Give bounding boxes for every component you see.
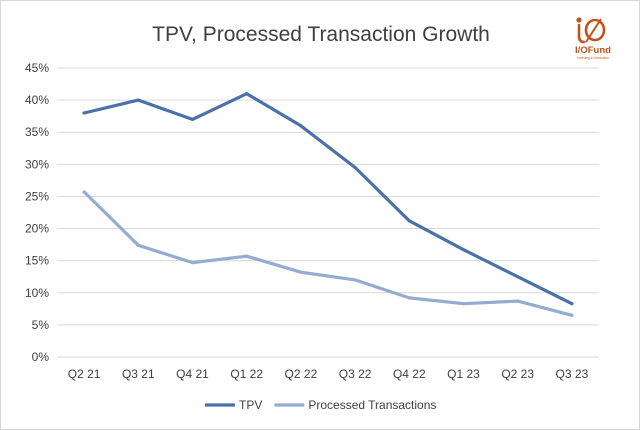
- data-point-processed-transactions: [570, 313, 574, 317]
- data-point-processed-transactions: [82, 190, 86, 194]
- data-point-processed-transactions: [245, 254, 249, 258]
- logo-wordmark: I/OFund: [575, 45, 611, 56]
- x-tick-label: Q2 21: [68, 367, 101, 381]
- y-axis-tick-labels: 0% 5% 10% 15% 20% 25% 30% 35% 40% 45%: [25, 61, 49, 364]
- y-tick-label: 30%: [25, 157, 49, 171]
- gridlines: [57, 67, 599, 358]
- legend: TPV Processed Transactions: [205, 398, 436, 412]
- chart-title: TPV, Processed Transaction Growth: [152, 23, 490, 46]
- logo-dot: [576, 17, 582, 23]
- data-point-tpv: [570, 302, 574, 306]
- data-point-tpv: [461, 248, 466, 252]
- logo-slash: [585, 18, 602, 43]
- logo-o-ring: [584, 18, 606, 42]
- y-tick-label: 45%: [25, 61, 49, 75]
- data-point-processed-transactions: [407, 296, 411, 300]
- series-line-tpv: [82, 92, 574, 306]
- data-point-tpv: [190, 117, 195, 121]
- y-tick-label: 25%: [25, 189, 49, 203]
- legend-label-tpv: TPV: [239, 398, 262, 412]
- y-tick-label: 35%: [25, 125, 49, 139]
- x-tick-label: Q3 22: [339, 367, 372, 381]
- x-tick-label: Q1 23: [447, 367, 480, 381]
- data-point-tpv: [245, 92, 249, 96]
- x-tick-label: Q2 22: [285, 367, 318, 381]
- data-point-processed-transactions: [461, 302, 466, 306]
- data-point-processed-transactions: [299, 270, 303, 274]
- y-tick-label: 10%: [25, 286, 49, 300]
- data-point-processed-transactions: [353, 278, 357, 282]
- y-tick-label: 5%: [32, 318, 50, 332]
- x-tick-label: Q4 22: [393, 367, 426, 381]
- data-point-processed-transactions: [516, 299, 520, 303]
- data-point-tpv: [136, 98, 140, 102]
- x-tick-label: Q4 21: [176, 367, 209, 381]
- y-tick-label: 20%: [25, 222, 49, 236]
- x-tick-label: Q1 22: [230, 367, 263, 381]
- data-point-tpv: [516, 275, 520, 279]
- x-axis-tick-labels: Q2 21 Q3 21 Q4 21 Q1 22 Q2 22 Q3 22 Q4 22 Q1 23…: [68, 367, 589, 381]
- y-tick-label: 40%: [25, 93, 49, 107]
- series-lines: [82, 92, 574, 317]
- legend-label-processed-transactions: Processed Transactions: [308, 398, 436, 412]
- x-tick-label: Q3 23: [556, 367, 589, 381]
- y-tick-label: 15%: [25, 254, 49, 268]
- series-line-processed-transactions: [82, 190, 574, 317]
- data-point-tpv: [407, 219, 411, 223]
- io-fund-logo: I/OFund Investing in Innovation: [575, 17, 611, 60]
- data-point-tpv: [353, 165, 357, 170]
- y-tick-label: 0%: [32, 350, 50, 364]
- data-point-tpv: [299, 124, 303, 128]
- data-point-processed-transactions: [136, 243, 140, 247]
- logo-tagline: Investing in Innovation: [577, 56, 609, 60]
- x-tick-label: Q3 21: [122, 367, 155, 381]
- data-point-tpv: [82, 111, 86, 115]
- data-point-processed-transactions: [190, 260, 195, 265]
- logo-i-stroke: [577, 23, 586, 44]
- x-tick-label: Q2 23: [501, 367, 534, 381]
